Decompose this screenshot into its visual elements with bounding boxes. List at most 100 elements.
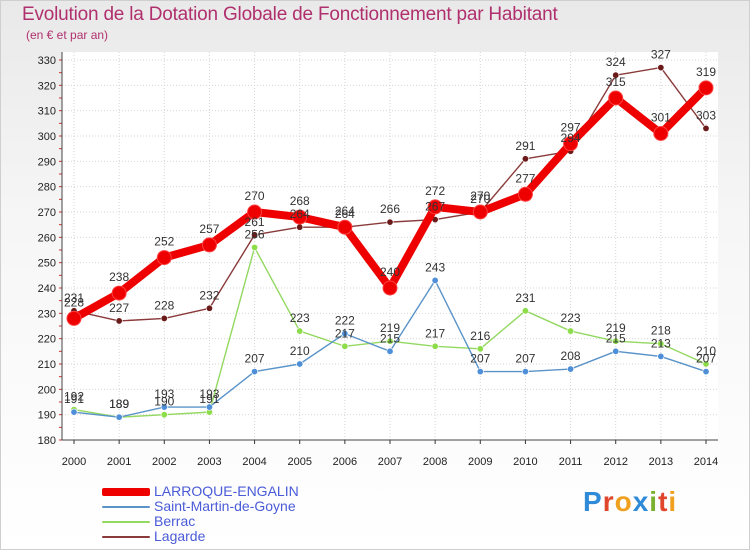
data-point <box>386 337 394 345</box>
data-point <box>608 90 624 106</box>
data-label: 228 <box>64 295 84 309</box>
plot-area <box>62 52 718 440</box>
data-point <box>296 223 304 231</box>
data-point <box>70 408 78 416</box>
x-tick-label: 2004 <box>242 456 266 468</box>
data-label: 219 <box>380 321 400 335</box>
x-tick-label: 2012 <box>603 456 627 468</box>
data-point <box>156 250 172 266</box>
data-label: 272 <box>425 184 445 198</box>
data-label: 190 <box>154 395 174 409</box>
brand-letter: i <box>668 486 678 517</box>
data-point <box>111 285 127 301</box>
data-label: 208 <box>561 349 581 363</box>
data-label: 319 <box>696 65 716 79</box>
data-label: 223 <box>561 311 581 325</box>
legend-swatch <box>102 506 150 508</box>
data-point <box>382 280 398 296</box>
data-point <box>567 327 575 335</box>
y-tick-label: 270 <box>38 207 56 219</box>
data-point <box>386 347 394 355</box>
data-label: 191 <box>199 392 219 406</box>
y-tick-label: 320 <box>38 80 56 92</box>
data-point <box>657 340 665 348</box>
x-tick-label: 2005 <box>287 456 311 468</box>
data-label: 252 <box>154 235 174 249</box>
data-label: 243 <box>425 260 445 274</box>
y-tick-label: 230 <box>38 308 56 320</box>
data-label: 189 <box>109 397 129 411</box>
data-label: 238 <box>109 270 129 284</box>
brand-logo: Proxiti <box>583 486 677 518</box>
data-label: 231 <box>515 291 535 305</box>
legend-label: Lagarde <box>154 528 206 544</box>
data-point <box>160 403 168 411</box>
series-berrac <box>70 243 710 421</box>
data-point <box>386 218 394 226</box>
data-point <box>698 80 714 96</box>
data-point <box>702 368 710 376</box>
data-label: 207 <box>245 352 265 366</box>
x-tick-label: 2013 <box>649 456 673 468</box>
data-point <box>567 365 575 373</box>
data-point <box>612 347 620 355</box>
data-label: 268 <box>290 194 310 208</box>
brand-letter: P <box>583 486 603 517</box>
data-point <box>296 327 304 335</box>
data-point <box>296 360 304 368</box>
legend-label: LARROQUE-ENGALIN <box>154 483 299 499</box>
y-tick-label: 330 <box>38 55 56 67</box>
data-label: 215 <box>380 331 400 345</box>
data-point <box>341 330 349 338</box>
y-tick-label: 310 <box>38 106 56 118</box>
series-larroque-engalin <box>66 80 714 326</box>
data-point <box>341 342 349 350</box>
data-point <box>431 276 439 284</box>
data-label: 207 <box>515 352 535 366</box>
data-label: 217 <box>335 326 355 340</box>
y-tick-label: 260 <box>38 232 56 244</box>
x-tick-label: 2008 <box>423 456 447 468</box>
data-label: 264 <box>335 204 355 218</box>
data-label: 216 <box>470 329 490 343</box>
y-tick-label: 180 <box>38 435 56 447</box>
data-point <box>517 186 533 202</box>
data-label: 270 <box>470 192 490 206</box>
data-point <box>251 368 259 376</box>
data-point <box>205 304 213 312</box>
data-point <box>251 231 259 239</box>
data-point <box>160 411 168 419</box>
data-label: 215 <box>606 331 626 345</box>
data-label: 222 <box>335 314 355 328</box>
data-label: 223 <box>290 311 310 325</box>
legend-swatch <box>102 536 150 538</box>
data-point <box>612 71 620 79</box>
series-saint-martin-de-goyne <box>70 276 710 421</box>
data-label: 301 <box>651 110 671 124</box>
data-label: 266 <box>380 202 400 216</box>
data-label: 191 <box>64 392 84 406</box>
data-point <box>337 219 353 235</box>
data-label: 207 <box>696 352 716 366</box>
data-point <box>427 199 443 215</box>
data-label: 324 <box>606 55 626 69</box>
data-point <box>201 237 217 253</box>
x-tick-label: 2000 <box>62 456 86 468</box>
data-point <box>521 307 529 315</box>
legend-label: Berrac <box>154 513 196 529</box>
x-tick-label: 2010 <box>513 456 537 468</box>
data-point <box>66 310 82 326</box>
y-tick-label: 280 <box>38 182 56 194</box>
data-label: 277 <box>515 171 535 185</box>
chart-title: Evolution de la Dotation Globale de Fonc… <box>22 4 558 25</box>
data-label: 270 <box>245 189 265 203</box>
data-point <box>563 136 579 152</box>
brand-letter: x <box>632 486 650 517</box>
data-label: 240 <box>380 265 400 279</box>
brand-letter: o <box>614 486 633 517</box>
data-label: 210 <box>696 344 716 358</box>
data-point <box>160 314 168 322</box>
data-point <box>702 124 710 132</box>
data-label: 261 <box>245 215 265 229</box>
